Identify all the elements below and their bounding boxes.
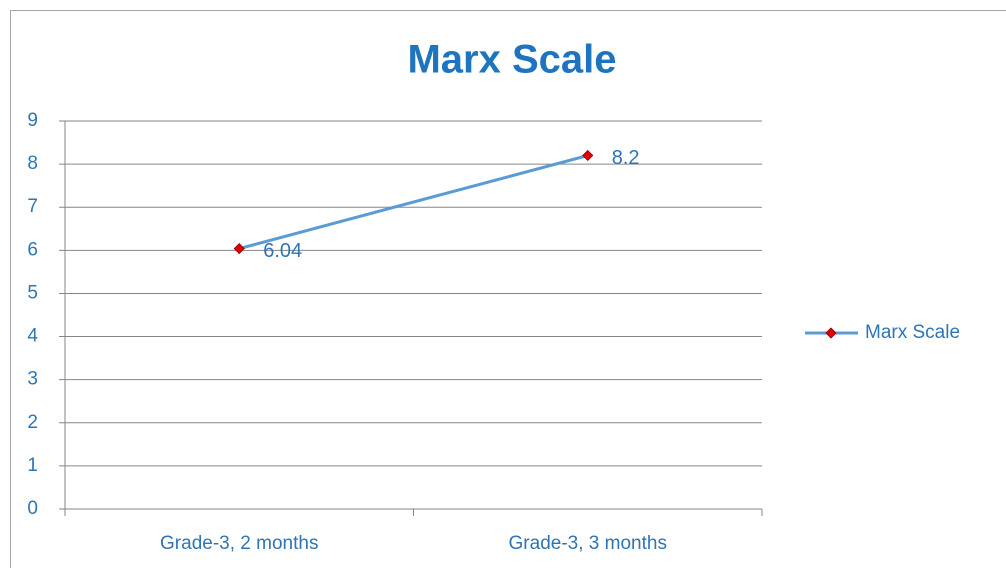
series-line bbox=[238, 154, 589, 251]
y-tick-label: 2 bbox=[27, 412, 38, 433]
legend-marker bbox=[825, 327, 837, 339]
y-tick-label: 4 bbox=[27, 326, 38, 347]
marker bbox=[233, 243, 245, 255]
y-tick-label: 1 bbox=[27, 455, 38, 476]
y-tick-label: 9 bbox=[27, 110, 38, 131]
y-tick-label: 5 bbox=[27, 282, 38, 303]
data-label: 6.04 bbox=[263, 240, 302, 262]
y-tick-label: 6 bbox=[27, 239, 38, 260]
y-tick-label: 8 bbox=[27, 153, 38, 174]
x-tick-label: Grade-3, 3 months bbox=[509, 533, 667, 554]
chart-border bbox=[10, 10, 1006, 568]
chart-title: Marx Scale bbox=[407, 38, 616, 82]
x-tick-label: Grade-3, 2 months bbox=[160, 533, 318, 554]
data-label: 8.2 bbox=[612, 147, 640, 169]
y-tick-label: 7 bbox=[27, 196, 38, 217]
legend-label: Marx Scale bbox=[865, 322, 960, 343]
y-tick-label: 3 bbox=[27, 369, 38, 390]
marker bbox=[582, 149, 594, 162]
y-tick-label: 0 bbox=[27, 498, 38, 519]
